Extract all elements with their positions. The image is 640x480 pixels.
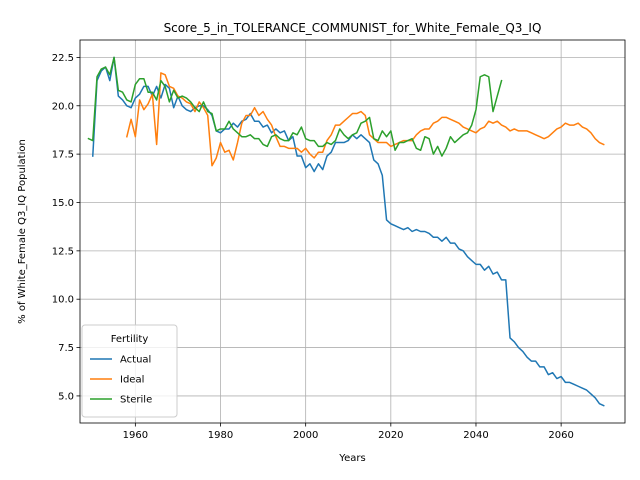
- x-tick-label: 2020: [378, 430, 403, 441]
- legend-label-actual: Actual: [120, 355, 151, 366]
- plot-frame: [79, 39, 626, 424]
- y-axis-label: % of White_Female Q3_IQ Population: [17, 139, 28, 324]
- x-tick-label: 2040: [463, 430, 488, 441]
- legend: Fertility Actual Ideal Sterile: [81, 324, 178, 418]
- x-tick-label: 1980: [208, 430, 233, 441]
- legend-title: Fertility: [111, 334, 149, 345]
- chart-title: Score_5_in_TOLERANCE_COMMUNIST_for_White…: [164, 21, 542, 35]
- x-axis-label: Years: [338, 453, 365, 464]
- y-tick-label: 22.5: [52, 53, 74, 64]
- y-tick-label: 15.0: [52, 198, 74, 209]
- series-line-ideal: [125, 72, 605, 167]
- x-tick-label: 2000: [293, 430, 318, 441]
- y-tick-label: 7.5: [58, 343, 74, 354]
- y-tick-label: 20.0: [52, 101, 74, 112]
- y-tick-label: 5.0: [58, 391, 74, 402]
- legend-items: Actual Ideal Sterile: [90, 355, 152, 406]
- x-tick-label: 2060: [548, 430, 573, 441]
- x-tick-label: 1960: [123, 430, 148, 441]
- legend-label-sterile: Sterile: [120, 395, 152, 406]
- y-tick-label: 10.0: [52, 295, 74, 306]
- legend-box: [81, 324, 178, 418]
- axis-ticks: 1960 1980 2000 2020 2040 2060 5.0 7.5 10.0 12.5 15…: [52, 53, 574, 441]
- legend-label-ideal: Ideal: [120, 375, 144, 386]
- y-tick-label: 17.5: [52, 150, 74, 161]
- y-tick-label: 12.5: [52, 246, 74, 257]
- series-line-sterile: [87, 56, 503, 157]
- series-lines: [87, 56, 605, 407]
